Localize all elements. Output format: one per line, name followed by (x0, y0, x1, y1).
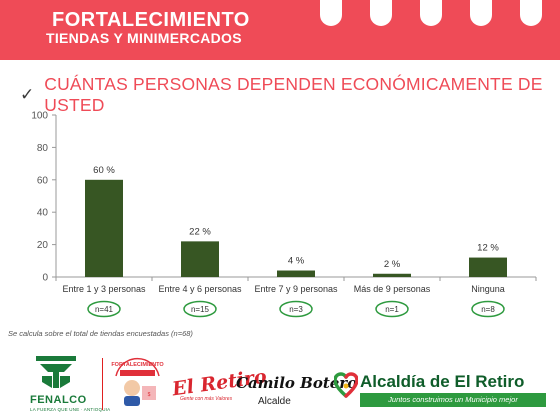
el-retiro-tagline: Gente con más Valores (180, 396, 233, 402)
bar-value-label: 12 % (477, 243, 499, 254)
bar-value-label: 60 % (93, 165, 115, 176)
bar (85, 179, 123, 277)
question-text: CUÁNTAS PERSONAS DEPENDEN ECONÓMICAMENTE… (44, 74, 543, 115)
category-label: Entre 4 y 6 personas (158, 284, 242, 294)
category-label: Entre 7 y 9 personas (254, 284, 338, 294)
alcaldia-tagline: Juntos construimos un Municipio mejor (360, 393, 546, 407)
question-heading: ✓ CUÁNTAS PERSONAS DEPENDEN ECONÓMICAMEN… (20, 74, 560, 116)
count-badge (279, 300, 313, 318)
count-badge (375, 300, 409, 318)
count-label: n=3 (289, 305, 303, 314)
awning-decoration (300, 0, 560, 60)
tiendas-logo-text: FORTALECIMIENTO (111, 362, 164, 368)
svg-text:$: $ (148, 392, 151, 398)
bar (277, 270, 315, 277)
y-tick-label: 100 (31, 111, 48, 122)
tiendas-logo-icon: FORTALECIMIENTO $ (111, 357, 164, 406)
bars (55, 179, 537, 281)
sample-note: Se calcula sobre el total de tiendas enc… (8, 329, 193, 338)
alcalde-label: Alcalde (258, 396, 291, 407)
heart-logo-icon (334, 372, 358, 398)
fenalco-logo-icon (36, 356, 76, 388)
category-label: Más de 9 personas (354, 284, 431, 294)
bar-value-label: 22 % (189, 226, 211, 237)
banner-title: FORTALECIMIENTO (52, 9, 250, 31)
bar-chart: 0 20 40 60 80 100 60 % Entre 1 y 3 personas n=4… (31, 111, 537, 318)
y-tick-label: 20 (37, 240, 49, 251)
check-icon: ✓ (20, 85, 35, 104)
bar-value-label: 2 % (384, 259, 401, 270)
y-tick-label: 0 (42, 273, 48, 284)
alcaldia-name: Alcaldía de El Retiro (360, 372, 525, 391)
camilo-botero-signature: Camilo Botero (236, 374, 358, 392)
bar (181, 241, 219, 277)
category-label: Entre 1 y 3 personas (62, 284, 146, 294)
bar-value-label: 4 % (288, 256, 305, 267)
bar (469, 257, 507, 277)
bar (373, 273, 411, 277)
header-banner: FORTALECIMIENTO TIENDAS Y MINIMERCADOS (0, 0, 560, 60)
count-label: n=15 (191, 305, 210, 314)
count-badge (183, 300, 217, 318)
fenalco-tagline: LA FUERZA QUE UNE · ANTIOQUIA (30, 407, 111, 412)
y-tick-label: 80 (37, 143, 49, 154)
count-badge (471, 300, 505, 318)
category-label: Ninguna (471, 284, 505, 294)
count-badge (87, 300, 121, 318)
count-label: n=8 (481, 305, 495, 314)
y-tick-label: 40 (37, 208, 49, 219)
footer-divider (102, 358, 103, 410)
fenalco-name: FENALCO (30, 394, 87, 406)
footer-logos: FENALCO LA FUERZA QUE UNE · ANTIOQUIA FO… (0, 350, 560, 420)
labels: 60 % Entre 1 y 3 personas n=41 22 % Entre 4 … (62, 165, 505, 318)
y-tick-label: 60 (37, 175, 49, 186)
count-label: n=1 (385, 305, 399, 314)
banner-subtitle: TIENDAS Y MINIMERCADOS (46, 30, 242, 46)
count-label: n=41 (95, 305, 114, 314)
